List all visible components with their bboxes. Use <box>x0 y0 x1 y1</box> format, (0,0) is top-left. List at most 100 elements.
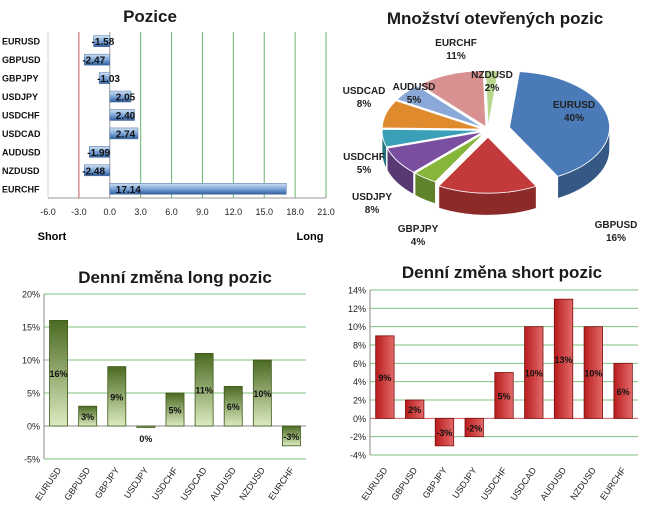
value-label: -3% <box>283 432 299 442</box>
slice-value-label: 11% <box>446 51 466 62</box>
slice-value-label: 8% <box>357 99 372 110</box>
value-label: -2% <box>466 424 482 434</box>
x-tick-label: 21.0 <box>317 207 335 217</box>
bar <box>194 353 214 427</box>
value-label: 2.05 <box>116 93 136 104</box>
category-label: USDJPY <box>2 92 38 102</box>
bar <box>223 385 243 427</box>
bar <box>405 399 425 419</box>
bar <box>83 164 111 177</box>
value-label: -2.47 <box>82 56 105 67</box>
x-tick-label: 0.0 <box>104 207 117 217</box>
value-label: 10% <box>253 389 271 399</box>
pie-slice <box>381 128 483 148</box>
category-label: USDJPY <box>450 465 479 500</box>
value-label: 5% <box>497 391 510 401</box>
category-label: EURCHF <box>266 465 296 502</box>
value-label: 2% <box>408 405 421 415</box>
value-label: 16% <box>50 369 68 379</box>
pie-slice <box>485 70 499 127</box>
bar <box>464 417 484 438</box>
category-label: GBPUSD <box>389 465 419 502</box>
slice-value-label: 5% <box>407 95 422 106</box>
category-label: GBPUSD <box>62 465 92 502</box>
y-tick-label: 0% <box>353 414 366 424</box>
y-tick-label: -2% <box>350 432 366 442</box>
category-label: GBPJPY <box>93 465 122 500</box>
category-label: USDCHF <box>2 111 40 121</box>
bar <box>78 405 98 427</box>
daily-short-chart: Denní změna short pozic -4% -2% 0% 2% 4% 6% 8%… <box>348 263 638 502</box>
category-label: USDCHF <box>479 465 509 502</box>
slice-category-label: USDCAD <box>343 86 386 97</box>
value-label: 9% <box>378 373 391 383</box>
value-label: 5% <box>168 406 181 416</box>
chart-title: Množství otevřených pozic <box>387 9 603 28</box>
category-label: EURUSD <box>33 465 63 502</box>
x-tick-label: 9.0 <box>196 207 209 217</box>
value-label: 11% <box>195 386 213 396</box>
category-label: USDCAD <box>2 129 41 139</box>
pie-slice <box>438 136 537 194</box>
bar <box>93 35 111 47</box>
y-tick-label: -5% <box>24 455 40 465</box>
value-label: 3% <box>81 412 94 422</box>
bar <box>282 425 301 447</box>
bar <box>109 127 139 140</box>
pie-slice <box>381 100 483 130</box>
pie-slice <box>386 131 484 173</box>
slice-value-label: 5% <box>357 165 372 176</box>
category-label: USDCAD <box>508 465 538 502</box>
value-label: 6% <box>227 402 240 412</box>
y-tick-label: -4% <box>350 451 366 461</box>
value-label: 17.14 <box>116 185 141 196</box>
x-tick-label: 18.0 <box>286 207 304 217</box>
bar <box>107 366 127 427</box>
value-label: -2.48 <box>82 166 105 177</box>
bar <box>89 146 111 158</box>
bar <box>109 109 135 121</box>
bar <box>524 326 544 419</box>
y-tick-label: 14% <box>348 286 366 296</box>
bar <box>252 359 272 427</box>
value-label: -1.58 <box>92 37 115 48</box>
bar <box>434 417 455 447</box>
chart-title: Denní změna long pozic <box>78 268 272 287</box>
value-label: 2.74 <box>116 129 136 140</box>
category-label: EURUSD <box>2 37 41 47</box>
x-tick-label: 15.0 <box>255 207 273 217</box>
category-label: AUDUSD <box>208 465 238 502</box>
slice-category-label: USDJPY <box>352 192 392 203</box>
bar <box>49 320 68 427</box>
x-tick-label: 6.0 <box>165 207 178 217</box>
pie-slice <box>509 71 610 177</box>
category-label: NZDUSD <box>568 465 598 502</box>
pie-slice <box>396 85 484 129</box>
category-label: GBPJPY <box>2 74 39 84</box>
chart-title: Pozice <box>123 7 177 26</box>
x-tick-label: 3.0 <box>134 207 147 217</box>
x-tick-label: 12.0 <box>225 207 243 217</box>
slice-category-label: GBPUSD <box>595 220 638 231</box>
value-label: -3% <box>436 428 452 438</box>
slice-category-label: EURUSD <box>553 100 595 111</box>
bar <box>165 392 185 427</box>
slice-category-label: EURCHF <box>435 38 477 49</box>
x-tick-label: -3.0 <box>71 207 87 217</box>
daily-long-chart: Denní změna long pozic -5% 0% 5% 10% 15% 20% 1… <box>22 268 306 502</box>
y-tick-label: 15% <box>22 323 40 333</box>
bar <box>84 53 111 66</box>
bar <box>375 335 395 419</box>
slice-value-label: 40% <box>564 113 584 124</box>
category-label: EURCHF <box>598 465 628 502</box>
y-tick-label: 10% <box>22 356 40 366</box>
slice-category-label: AUDUSD <box>393 82 436 93</box>
x-tick-label: -6.0 <box>40 207 56 217</box>
slice-category-label: GBPJPY <box>398 224 439 235</box>
category-label: AUDUSD <box>538 465 568 502</box>
bar <box>98 72 111 84</box>
pie-slice <box>418 70 487 128</box>
category-label: GBPJPY <box>421 465 450 500</box>
y-tick-label: 10% <box>348 322 366 332</box>
slice-category-label: USDCHF <box>343 152 385 163</box>
